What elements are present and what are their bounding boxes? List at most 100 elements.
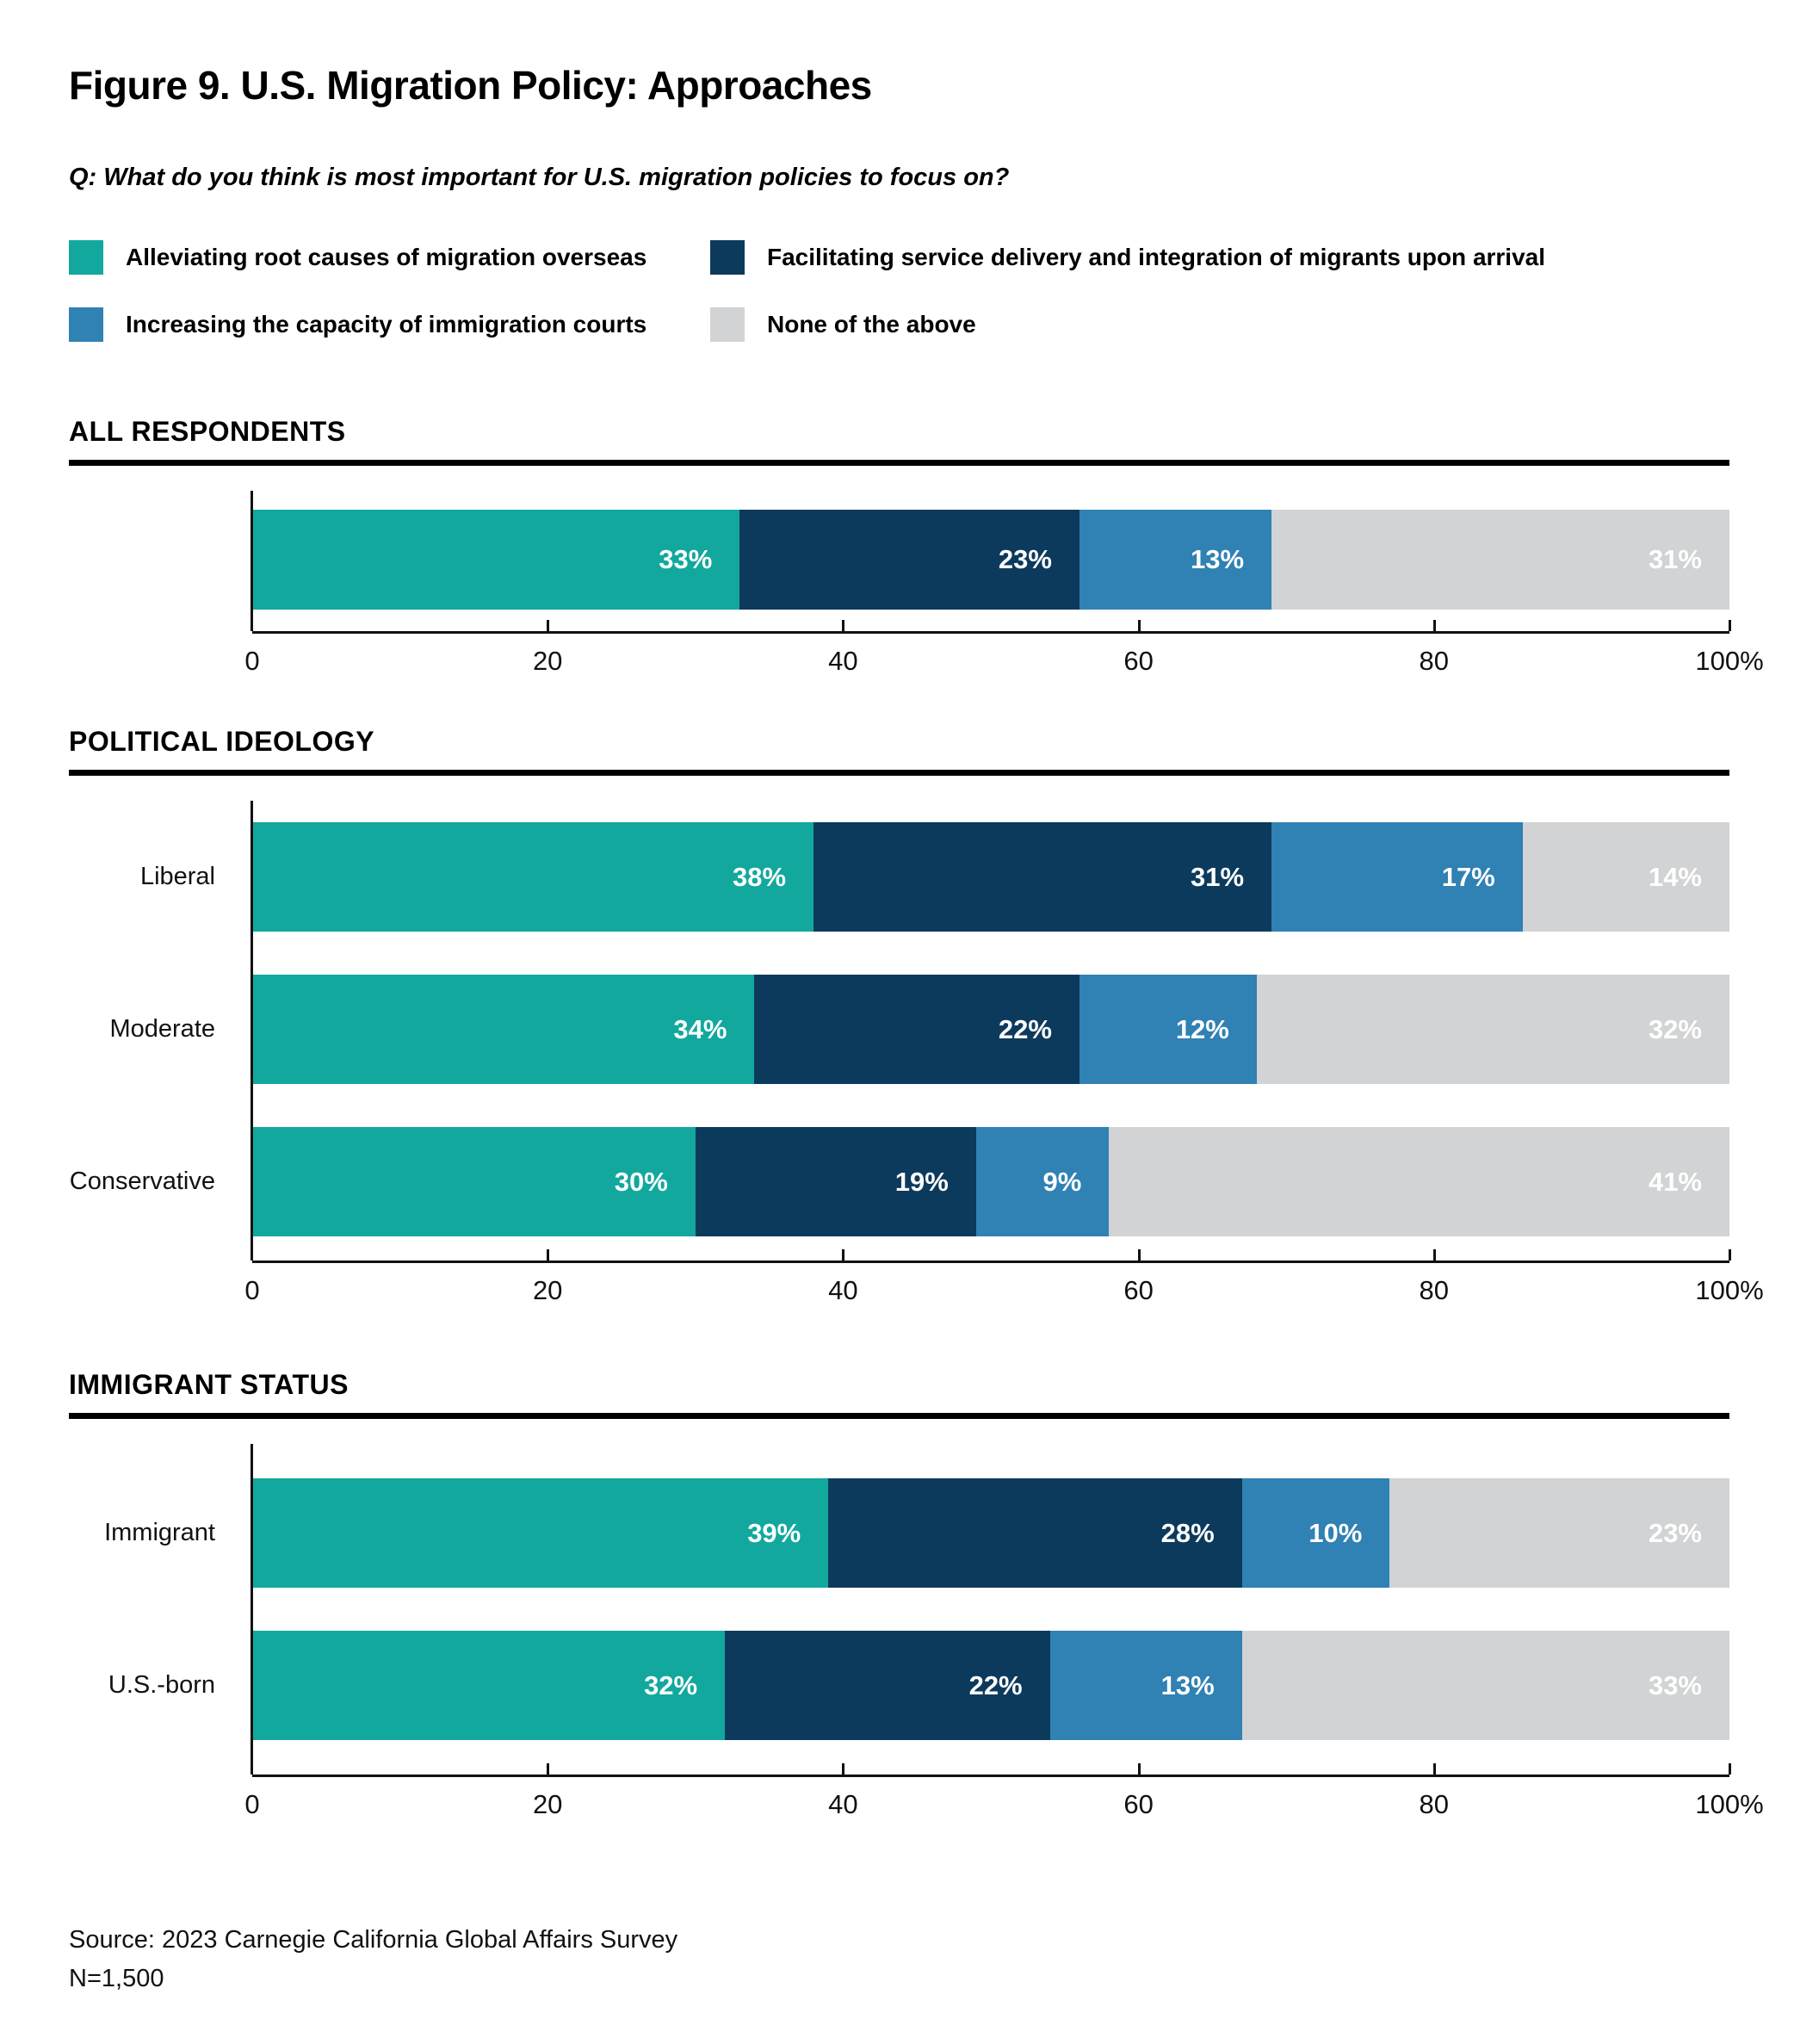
bar-value-label: 14%: [1648, 861, 1702, 892]
footer: Source: 2023 Carnegie California Global …: [69, 1921, 1729, 1998]
axis-tick-label: 60: [1123, 646, 1154, 676]
plot-area: Immigrant 39% 28% 10% 23% U.S.-born 32% 22% 13% 3…: [69, 1444, 1764, 1838]
axis-tick-label: 60: [1123, 1275, 1154, 1305]
bar-value-label: 22%: [968, 1669, 1023, 1700]
axis-tick-label: 20: [532, 1789, 563, 1819]
axis-tick: [1137, 1249, 1141, 1260]
bar-segment: 32%: [1256, 975, 1729, 1084]
bar-value-label: 22%: [998, 1013, 1052, 1044]
stacked-bar: 32% 22% 13% 33%: [252, 1631, 1729, 1740]
bar-value-label: 31%: [1190, 861, 1245, 892]
bar-value-label: 23%: [1648, 1517, 1702, 1548]
bar-value-label: 32%: [1648, 1013, 1702, 1044]
bar-value-label: 34%: [673, 1013, 727, 1044]
bar-segment: 22%: [725, 1631, 1050, 1740]
bar-value-label: 10%: [1308, 1517, 1363, 1548]
bar-value-label: 9%: [1042, 1166, 1082, 1197]
bar-rows: 33% 23% 13% 31%: [69, 491, 1729, 631]
axis-tick: [1432, 620, 1436, 631]
axis-tick: [1729, 620, 1731, 631]
bar-value-label: 31%: [1648, 544, 1702, 574]
bar-value-label: 13%: [1190, 544, 1245, 574]
legend-label: None of the above: [767, 311, 976, 338]
legend-item: None of the above: [710, 307, 1729, 342]
bar-value-label: 17%: [1441, 861, 1495, 892]
bar-segment: 32%: [252, 1631, 726, 1740]
axis-tick: [842, 1249, 845, 1260]
bar-value-label: 23%: [998, 544, 1052, 574]
legend-swatch: [69, 240, 103, 275]
x-axis: 0 20 40 60 80 100%: [244, 620, 1764, 695]
legend-item: Increasing the capacity of immigration c…: [69, 307, 710, 342]
source-note: Source: 2023 Carnegie California Global …: [69, 1926, 678, 1954]
bar-value-label: 33%: [659, 544, 713, 574]
axis-tick-label: 40: [828, 1275, 858, 1305]
bar-value-label: 41%: [1648, 1166, 1702, 1197]
bar-value-label: 19%: [894, 1166, 949, 1197]
axis-tick: [842, 1763, 845, 1775]
chart-section: POLITICAL IDEOLOGY Liberal 38% 31% 17% 14% Mod…: [69, 726, 1764, 1324]
bar-segment: 14%: [1522, 822, 1729, 932]
bar-segment: 17%: [1271, 822, 1523, 932]
bar-segment: 31%: [813, 822, 1272, 932]
legend-swatch: [710, 240, 745, 275]
section-header: POLITICAL IDEOLOGY: [69, 726, 375, 757]
figure-title: Figure 9. U.S. Migration Policy: Approac…: [69, 63, 872, 108]
axis-tick-label: 20: [532, 646, 563, 676]
bar-value-label: 33%: [1648, 1669, 1702, 1700]
bar-segment: 28%: [828, 1478, 1242, 1588]
x-axis: 0 20 40 60 80 100%: [244, 1249, 1764, 1324]
y-axis-line: [251, 1444, 253, 1775]
axis-tick-label: 0: [244, 646, 260, 676]
axis-tick-label: 60: [1123, 1789, 1154, 1819]
bar-value-label: 32%: [644, 1669, 698, 1700]
stacked-bar: 39% 28% 10% 23%: [252, 1478, 1729, 1588]
bar-segment: 39%: [252, 1478, 829, 1588]
section-rule: [69, 460, 1729, 466]
legend-label: Facilitating service delivery and integr…: [767, 244, 1546, 270]
row-label: Moderate: [109, 1015, 215, 1043]
axis-tick: [842, 620, 845, 631]
bar-segment: 13%: [1049, 1631, 1242, 1740]
stacked-bar: 38% 31% 17% 14%: [252, 822, 1729, 932]
bar-row: 33% 23% 13% 31%: [69, 510, 1729, 610]
bar-segment: 10%: [1241, 1478, 1390, 1588]
row-label: Liberal: [139, 863, 215, 890]
bar-segment: 31%: [1271, 510, 1729, 610]
bar-segment: 22%: [754, 975, 1079, 1084]
bar-value-label: 12%: [1175, 1013, 1229, 1044]
legend-swatch: [69, 307, 103, 342]
axis-tick-label: 80: [1419, 1275, 1450, 1305]
x-axis: 0 20 40 60 80 100%: [244, 1763, 1764, 1838]
y-axis-line: [251, 801, 253, 1260]
axis-tick-label: 0: [244, 1789, 260, 1819]
row-label: U.S.-born: [108, 1671, 215, 1699]
axis-tick-label: 20: [532, 1275, 563, 1305]
bar-row: Moderate 34% 22% 12% 32%: [69, 975, 1729, 1084]
axis-tick: [1432, 1763, 1436, 1775]
bar-value-label: 28%: [1160, 1517, 1215, 1548]
bar-segment: 23%: [1389, 1478, 1729, 1588]
bar-value-label: 38%: [733, 861, 787, 892]
row-label: Conservative: [69, 1168, 215, 1195]
axis-tick-label: 100%: [1695, 1275, 1764, 1305]
bar-segment: 41%: [1109, 1127, 1729, 1236]
bar-value-label: 39%: [747, 1517, 801, 1548]
bar-row: U.S.-born 32% 22% 13% 33%: [69, 1631, 1729, 1740]
survey-question: Q: What do you think is most important f…: [69, 164, 1010, 191]
legend-item: Facilitating service delivery and integr…: [710, 240, 1729, 275]
legend-item: Alleviating root causes of migration ove…: [69, 240, 710, 275]
bar-row: Liberal 38% 31% 17% 14%: [69, 822, 1729, 932]
sample-size-note: N=1,500: [69, 1964, 164, 1992]
bar-segment: 33%: [1241, 1631, 1729, 1740]
section-header: IMMIGRANT STATUS: [69, 1369, 349, 1400]
bar-value-label: 30%: [614, 1166, 668, 1197]
chart-section: ALL RESPONDENTS 33% 23% 13% 31% 0 20 40 60 80 100%: [69, 416, 1764, 695]
stacked-bar: 30% 19% 9% 41%: [252, 1127, 1729, 1236]
axis-tick-label: 100%: [1695, 1789, 1764, 1819]
bar-rows: Liberal 38% 31% 17% 14% Moderate 34% 22% 12% 32% C…: [69, 801, 1729, 1260]
axis-tick: [1432, 1249, 1436, 1260]
bar-segment: 33%: [252, 510, 740, 610]
stacked-bar: 33% 23% 13% 31%: [252, 510, 1729, 610]
